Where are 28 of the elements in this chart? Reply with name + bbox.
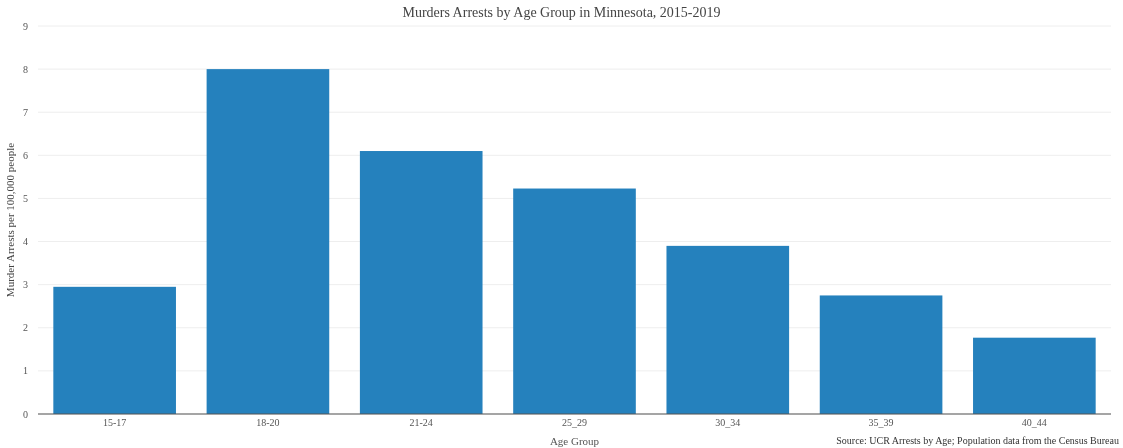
y-tick-label: 1 xyxy=(23,365,28,377)
x-tick-label: 15-17 xyxy=(102,417,127,428)
y-tick-label: 6 xyxy=(23,149,28,161)
x-tick-label: 40_44 xyxy=(1021,417,1047,428)
y-tick-label: 5 xyxy=(23,192,28,204)
chart-title: Murders Arrests by Age Group in Minnesota, 2015-2019 xyxy=(402,5,721,20)
y-axis-title: Murder Arrests per 100,000 people xyxy=(4,142,16,298)
bar xyxy=(973,337,1096,414)
x-tick-label: 35_39 xyxy=(868,417,894,428)
x-tick-label: 30_34 xyxy=(715,417,741,428)
y-tick-label: 8 xyxy=(23,63,28,75)
x-tick-label: 21-24 xyxy=(409,417,433,428)
source-note: Source: UCR Arrests by Age; Population data from the Census Bureau xyxy=(836,435,1119,446)
y-tick-label: 2 xyxy=(23,322,28,334)
y-tick-label: 9 xyxy=(23,20,28,32)
x-axis-title: Age Group xyxy=(549,435,600,447)
bar xyxy=(206,69,330,414)
bar xyxy=(53,286,176,414)
x-tick-label: 18-20 xyxy=(256,417,280,428)
x-tick-label: 25_29 xyxy=(562,417,587,428)
bar xyxy=(666,245,790,414)
bar xyxy=(513,188,636,414)
y-tick-label: 0 xyxy=(23,408,28,420)
y-tick-label: 4 xyxy=(23,236,28,248)
y-tick-label: 7 xyxy=(23,106,28,118)
y-tick-label: 3 xyxy=(23,279,28,291)
bar xyxy=(819,295,943,414)
bar xyxy=(359,151,483,414)
